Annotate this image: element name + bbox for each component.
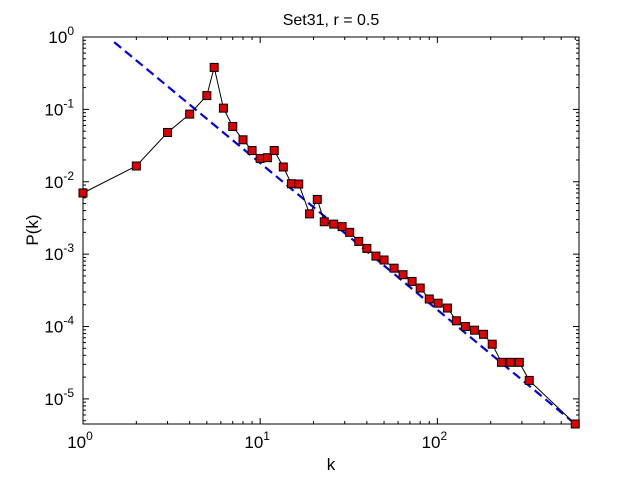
y-tick-label: 10-2 [44,169,74,192]
data-point [354,236,364,246]
x-tick-label: 101 [244,429,270,452]
chart-title: Set31, r = 0.5 [283,12,380,29]
data-point [294,179,304,189]
data-point [379,255,389,265]
data-point [514,357,524,367]
data-point [469,325,479,335]
data-point [407,276,417,286]
data-point [451,316,461,326]
y-tick-label-base: 10 [44,100,63,119]
x-axis-ticks: 100 101 102 [67,37,576,452]
data-series [78,41,580,429]
data-point [78,188,88,198]
data-point [286,179,296,189]
data-point [228,122,238,132]
data-point [185,109,195,119]
y-tick-label-base: 10 [44,245,63,264]
data-point [362,243,372,253]
data-point [496,357,506,367]
data-point [218,103,228,113]
x-tick-label-base: 10 [67,433,86,452]
y-tick-label-base: 10 [44,390,63,409]
data-point [433,298,443,308]
data-point [163,127,173,137]
data-point [424,294,434,304]
x-tick-label-exponent: 2 [440,429,447,443]
y-tick-label: 10-3 [44,241,74,264]
x-tick-label-base: 10 [422,433,441,452]
x-tick-label-exponent: 0 [86,429,93,443]
y-tick-label-base: 10 [44,173,63,192]
x-tick-label: 102 [422,429,448,452]
y-axis-label: P(k) [23,214,42,245]
data-point [278,162,288,172]
y-tick-label: 10-5 [44,386,74,409]
data-point [505,357,515,367]
data-point [524,375,534,385]
data-point [312,194,322,204]
data-point [209,62,219,72]
y-tick-label-base: 10 [48,28,67,47]
y-tick-label-exponent: -4 [63,314,74,328]
y-tick-label: 10-1 [44,96,74,119]
y-tick-label: 100 [48,24,74,47]
data-point [487,339,497,349]
x-tick-label-exponent: 1 [263,429,270,443]
y-tick-label-exponent: -1 [63,96,74,110]
data-point [460,322,470,332]
y-tick-label-exponent: -3 [63,241,74,255]
data-point [345,227,355,237]
data-point [478,329,488,339]
data-point [371,251,381,261]
data-point [415,283,425,293]
x-axis-label: k [327,455,336,474]
x-tick-label-base: 10 [244,433,263,452]
data-point [202,91,212,101]
data-point [337,222,347,232]
data-point [247,146,257,156]
y-tick-label: 10-4 [44,314,74,337]
data-point [570,419,580,429]
y-tick-label-exponent: -5 [63,386,74,400]
data-point [269,146,279,156]
data-point [131,161,141,171]
data-point [263,153,273,163]
data-point [398,270,408,280]
x-tick-label: 100 [67,429,93,452]
y-tick-label-exponent: -2 [63,169,74,183]
data-point [329,219,339,229]
y-tick-label-exponent: 0 [67,24,74,38]
data-point [319,217,329,227]
data-point [255,153,265,163]
data-point [389,263,399,273]
data-point [305,209,315,219]
data-point [238,135,248,145]
y-tick-label-base: 10 [44,318,63,337]
data-point [442,303,452,313]
